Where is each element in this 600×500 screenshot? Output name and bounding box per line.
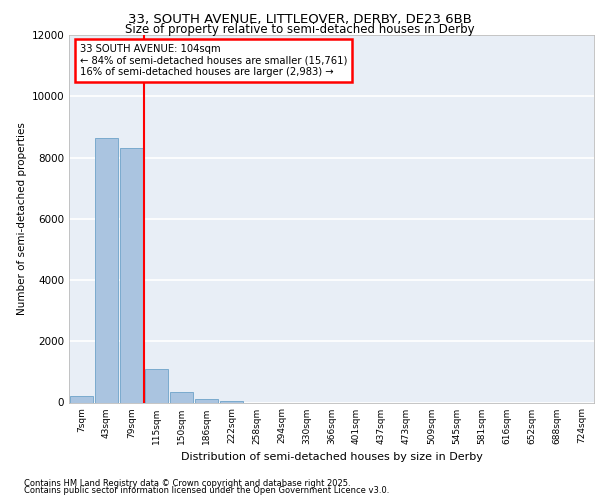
Bar [95, 138, 118, 402]
Text: 33 SOUTH AVENUE: 104sqm
← 84% of semi-detached houses are smaller (15,761)
16% o: 33 SOUTH AVENUE: 104sqm ← 84% of semi-de… [79, 44, 347, 78]
Text: Contains HM Land Registry data © Crown copyright and database right 2025.: Contains HM Land Registry data © Crown c… [24, 478, 350, 488]
Bar [195, 399, 218, 402]
Bar [145, 369, 168, 402]
Bar [120, 148, 143, 402]
Bar [70, 396, 93, 402]
Text: 33, SOUTH AVENUE, LITTLEOVER, DERBY, DE23 6BB: 33, SOUTH AVENUE, LITTLEOVER, DERBY, DE2… [128, 12, 472, 26]
X-axis label: Distribution of semi-detached houses by size in Derby: Distribution of semi-detached houses by … [181, 452, 482, 462]
Text: Size of property relative to semi-detached houses in Derby: Size of property relative to semi-detach… [125, 22, 475, 36]
Bar [170, 392, 193, 402]
Bar [220, 400, 243, 402]
Y-axis label: Number of semi-detached properties: Number of semi-detached properties [17, 122, 27, 315]
Text: Contains public sector information licensed under the Open Government Licence v3: Contains public sector information licen… [24, 486, 389, 495]
